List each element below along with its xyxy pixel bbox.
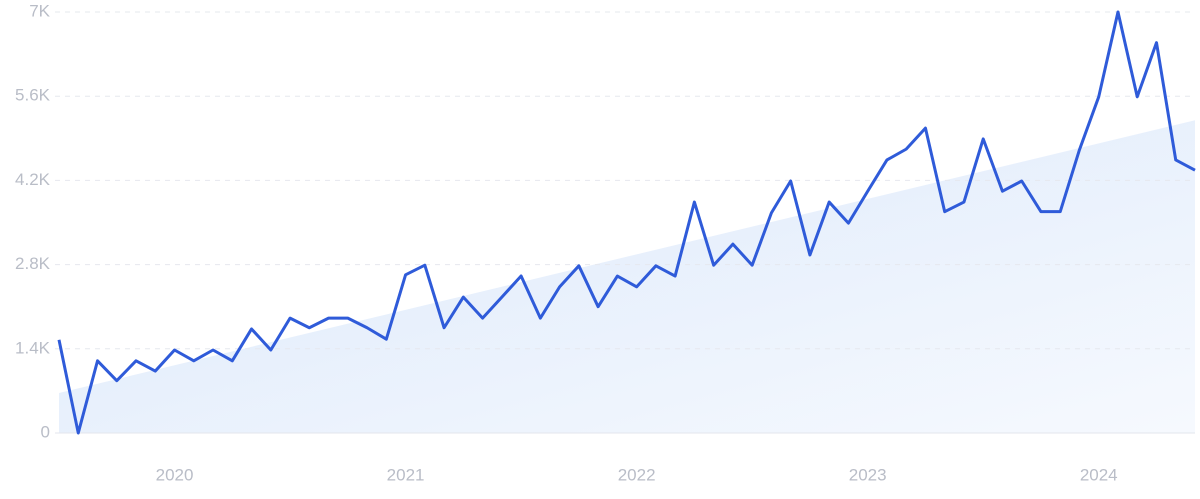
y-tick-label: 5.6K — [15, 86, 51, 105]
x-tick-label: 2023 — [849, 465, 887, 484]
y-tick-label: 4.2K — [15, 170, 51, 189]
x-tick-label: 2021 — [387, 465, 425, 484]
x-tick-label: 2020 — [156, 465, 194, 484]
y-tick-label: 7K — [29, 1, 50, 20]
data-line — [57, 10, 1196, 435]
x-tick-label: 2024 — [1080, 465, 1118, 484]
x-tick-label: 2022 — [618, 465, 656, 484]
trend-area — [59, 120, 1195, 433]
y-tick-label: 2.8K — [15, 254, 51, 273]
y-tick-label: 0 — [41, 422, 50, 441]
y-tick-label: 1.4K — [15, 338, 51, 357]
